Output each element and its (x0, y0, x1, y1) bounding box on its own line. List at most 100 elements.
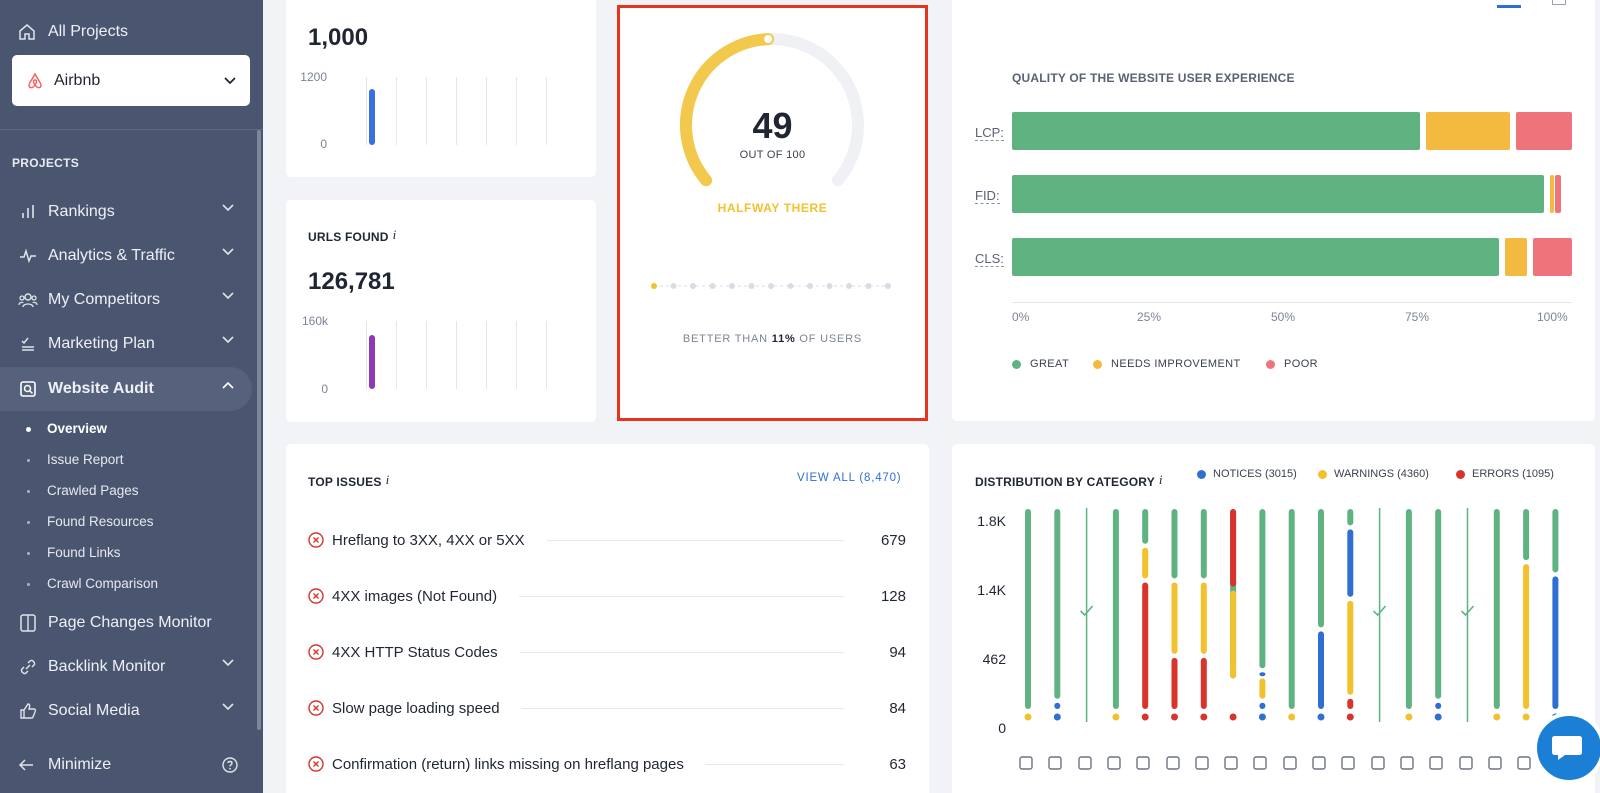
info-icon[interactable]: i (1158, 472, 1163, 487)
nav-analytics-traffic[interactable]: Analytics & Traffic (0, 234, 252, 278)
checkbox-icon[interactable] (1457, 754, 1475, 772)
all-projects-link[interactable]: All Projects (18, 18, 128, 46)
nav-social-media[interactable]: Social Media (0, 689, 252, 733)
sidebar-scrollbar[interactable] (257, 130, 261, 730)
ux-bar-needs[interactable] (1504, 238, 1527, 276)
category-bar-segment[interactable] (1552, 509, 1559, 573)
nav-marketing-plan[interactable]: Marketing Plan (0, 322, 252, 366)
ux-label-cls[interactable]: CLS: (975, 251, 1004, 267)
category-bar-segment[interactable] (1054, 509, 1061, 699)
image-icon[interactable] (1164, 754, 1182, 772)
category-bar-segment[interactable] (1171, 582, 1178, 654)
view-toggle-active[interactable] (1497, 5, 1521, 8)
category-bar-segment[interactable] (1435, 702, 1442, 709)
subnav-overview[interactable]: Overview (25, 421, 108, 436)
ux-bar-needs[interactable] (1549, 175, 1554, 213)
category-bar-segment[interactable] (1054, 702, 1061, 709)
external-link-icon[interactable] (1310, 754, 1328, 772)
search-icon[interactable] (1281, 754, 1299, 772)
category-bar-segment[interactable] (1142, 547, 1149, 579)
lightning-icon[interactable] (1046, 754, 1064, 772)
category-bar-segment[interactable] (1288, 509, 1295, 709)
nav-website-audit[interactable]: Website Audit (0, 367, 252, 411)
category-bar-segment[interactable] (1230, 590, 1237, 679)
category-bar-segment[interactable] (1025, 509, 1031, 709)
red-dot-icon (1266, 359, 1275, 369)
link-icon[interactable] (1339, 754, 1357, 772)
nav-my-competitors[interactable]: My Competitors (0, 278, 252, 322)
ux-bar-great[interactable] (1012, 112, 1421, 150)
sliders-icon[interactable] (1486, 754, 1504, 772)
refresh-icon[interactable] (1427, 754, 1445, 772)
category-bar-segment[interactable] (1200, 509, 1207, 579)
issue-row[interactable]: Slow page loading speed 84 (308, 697, 906, 719)
copy-icon[interactable] (1398, 754, 1416, 772)
category-bar-segment[interactable] (1523, 564, 1530, 709)
category-bar-segment[interactable] (1112, 509, 1119, 709)
wind-icon[interactable] (1105, 754, 1123, 772)
view-toggle-icon[interactable] (1552, 0, 1566, 5)
ux-bar-great[interactable] (1012, 175, 1544, 213)
help-icon[interactable] (222, 757, 238, 773)
category-bar-segment[interactable] (1259, 509, 1266, 669)
category-bar-segment[interactable] (1230, 509, 1237, 587)
category-bar-segment[interactable] (1435, 509, 1442, 699)
info-icon[interactable]: i (392, 227, 397, 242)
category-bar-segment[interactable] (1405, 509, 1412, 709)
subnav-found-links[interactable]: Found Links (27, 545, 121, 560)
underline-icon[interactable] (1515, 754, 1533, 772)
code-icon[interactable] (1076, 754, 1094, 772)
category-bar-segment[interactable] (1493, 509, 1500, 709)
text-icon[interactable] (1134, 754, 1152, 772)
view-all-link[interactable]: VIEW ALL (8,470) (797, 472, 902, 484)
cube-icon[interactable] (1017, 754, 1035, 772)
ux-bar-great[interactable] (1012, 238, 1499, 276)
category-bar-segment[interactable] (1318, 509, 1324, 628)
category-bar-segment[interactable] (1171, 509, 1178, 579)
issue-row[interactable]: Hreflang to 3XX, 4XX or 5XX 679 (308, 529, 906, 551)
category-bar-segment[interactable] (1552, 576, 1559, 709)
pulse-icon[interactable] (1222, 754, 1240, 772)
category-bar-segment[interactable] (1142, 582, 1149, 709)
ux-bar-poor[interactable] (1555, 175, 1561, 213)
category-base-dot (1112, 713, 1120, 721)
subnav-crawled-pages[interactable]: Crawled Pages (27, 483, 139, 498)
nav-backlink-monitor[interactable]: Backlink Monitor (0, 645, 252, 689)
info-icon[interactable]: i (385, 472, 390, 487)
better-suffix: OF USERS (795, 333, 863, 345)
category-bar-segment[interactable] (1347, 698, 1354, 709)
ux-label-lcp[interactable]: LCP: (975, 125, 1004, 141)
grid-line (456, 321, 457, 389)
category-bar-segment[interactable] (1347, 600, 1354, 695)
category-bar-segment[interactable] (1259, 672, 1266, 677)
nav-rankings[interactable]: Rankings (0, 190, 252, 234)
category-bar-segment[interactable] (1142, 509, 1149, 544)
category-bar-segment[interactable] (1200, 657, 1207, 709)
issue-row[interactable]: Confirmation (return) links missing on h… (308, 753, 906, 775)
chat-button[interactable] (1533, 712, 1600, 784)
category-bar-segment[interactable] (1523, 509, 1530, 561)
subnav-crawl-comparison[interactable]: Crawl Comparison (26, 576, 159, 591)
subnav-issue-report[interactable]: Issue Report (27, 452, 124, 467)
minimize-button[interactable]: Minimize (18, 756, 111, 774)
shield-icon[interactable] (1369, 754, 1387, 772)
project-selector[interactable]: Airbnb (12, 55, 250, 106)
issue-row[interactable]: 4XX HTTP Status Codes 94 (308, 641, 906, 663)
ux-bar-poor[interactable] (1516, 112, 1572, 150)
category-bar-segment[interactable] (1318, 631, 1324, 709)
subnav-found-resources[interactable]: Found Resources (27, 514, 154, 529)
issue-row[interactable]: 4XX images (Not Found) 128 (308, 585, 906, 607)
category-bar-segment[interactable] (1171, 657, 1178, 709)
mobile-icon[interactable] (1193, 754, 1211, 772)
category-bar-segment[interactable] (1259, 702, 1266, 709)
ux-label-fid[interactable]: FID: (975, 188, 1000, 204)
ux-bar-needs[interactable] (1426, 112, 1510, 150)
category-bar-segment[interactable] (1200, 582, 1207, 654)
category-bar-segment[interactable] (1259, 678, 1266, 699)
category-bar-segment[interactable] (1347, 529, 1354, 597)
nav-page-changes-monitor[interactable]: Page Changes Monitor (0, 601, 252, 645)
ux-bar-poor[interactable] (1532, 238, 1572, 276)
document-icon[interactable] (1251, 754, 1269, 772)
issue-label: Slow page loading speed (332, 699, 500, 717)
category-bar-segment[interactable] (1347, 509, 1354, 526)
